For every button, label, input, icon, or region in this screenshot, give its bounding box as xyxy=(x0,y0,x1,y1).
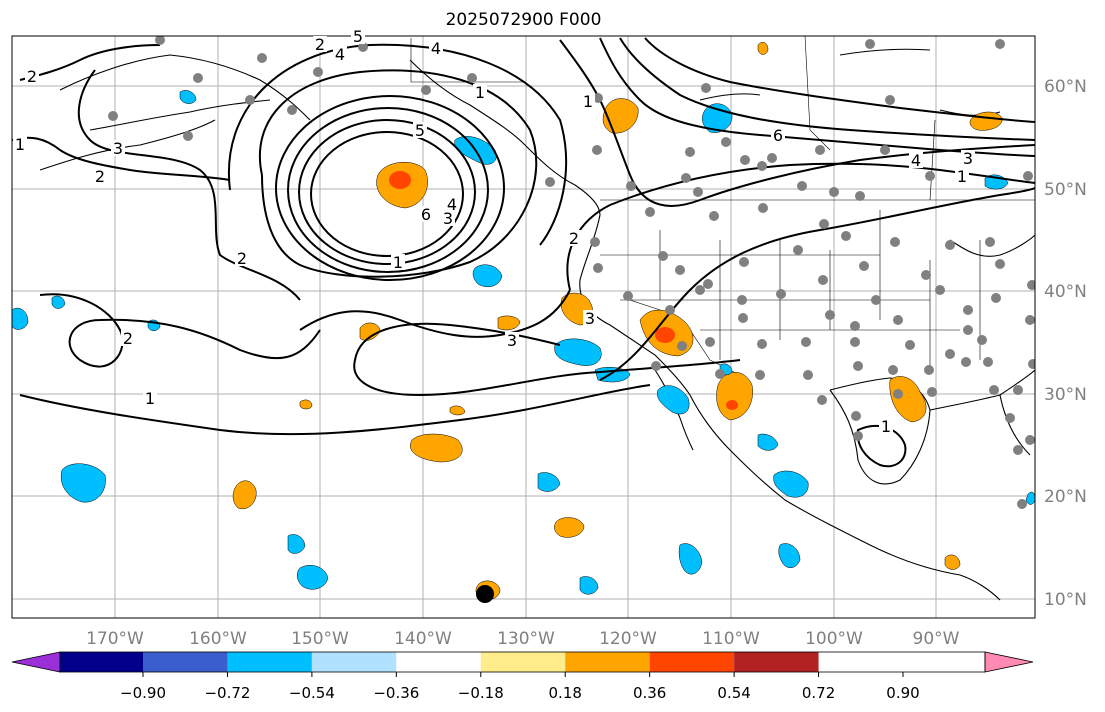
colorbar-tick-label: 0.72 xyxy=(802,684,835,702)
contour-label: 5 xyxy=(353,27,363,46)
longitude-label: 160°W xyxy=(189,629,247,649)
colorbar-extend-low xyxy=(11,651,61,673)
colorbar-tick-label: −0.72 xyxy=(204,684,250,702)
colorbar-segment xyxy=(480,652,566,672)
contour-label: 1 xyxy=(15,135,25,154)
longitude-label: 120°W xyxy=(599,629,657,649)
map-title: 2025072900 F000 xyxy=(445,10,602,30)
colorbar-tick-label: 0.18 xyxy=(549,684,582,702)
colorbar-segment xyxy=(311,652,397,672)
longitude-label: 130°W xyxy=(497,629,555,649)
contour-label: 4 xyxy=(431,39,441,58)
map-panel xyxy=(12,36,1035,618)
contour-label: 3 xyxy=(443,209,453,228)
colorbar-segment xyxy=(227,652,312,672)
colorbar-tick-label: 0.36 xyxy=(633,684,666,702)
colorbar-segment xyxy=(143,652,228,672)
contour-label: 4 xyxy=(335,45,345,64)
longitude-label: 170°W xyxy=(86,629,144,649)
latitude-label: 50°N xyxy=(1044,180,1087,200)
longitude-label: 100°W xyxy=(805,629,863,649)
contour-label: 4 xyxy=(447,195,457,214)
highlight-marker xyxy=(476,585,494,603)
contour-label: 1 xyxy=(145,389,155,408)
colorbar-tick-label: −0.36 xyxy=(373,684,419,702)
colorbar-extend-high xyxy=(984,651,1034,673)
contour-label: 5 xyxy=(415,121,425,140)
longitude-label: 140°W xyxy=(394,629,452,649)
contour-label: 2 xyxy=(123,329,133,348)
colorbar xyxy=(11,651,1034,673)
latitude-labels: 60°N 50°N 40°N 30°N 20°N 10°N xyxy=(1044,77,1087,610)
contour-label: 3 xyxy=(963,149,973,168)
station-markers xyxy=(108,36,1035,509)
contour-label: 1 xyxy=(475,83,485,102)
contour-label: 3 xyxy=(113,139,123,158)
colorbar-segment xyxy=(60,652,143,672)
contour-label: 1 xyxy=(957,167,967,186)
contour-label: 2 xyxy=(27,67,37,86)
latitude-label: 60°N xyxy=(1044,77,1087,97)
contour-label: 3 xyxy=(585,309,595,328)
latitude-label: 10°N xyxy=(1044,590,1087,610)
contour-label: 6 xyxy=(421,205,431,224)
colorbar-segment xyxy=(396,652,481,672)
contour-label: 1 xyxy=(393,253,403,272)
map-frame xyxy=(11,35,1036,619)
longitude-labels: 170°W 160°W 150°W 140°W 130°W 120°W 110°W 100°W… xyxy=(86,629,960,649)
colorbar-frame xyxy=(59,651,986,673)
colorbar-segment xyxy=(734,652,819,672)
colorbar-tick-label: −0.18 xyxy=(458,684,504,702)
colorbar-tick-label: 0.90 xyxy=(886,684,919,702)
latitude-label: 20°N xyxy=(1044,487,1087,507)
contour-label: 3 xyxy=(507,331,517,350)
contour-label: 2 xyxy=(315,35,325,54)
colorbar-tick-labels: −0.90 −0.72 −0.54 −0.36 −0.18 0.18 0.36 0.54 0.7… xyxy=(120,672,920,702)
colorbar-segment xyxy=(649,652,735,672)
longitude-label: 110°W xyxy=(702,629,760,649)
contour-label: 2 xyxy=(237,249,247,268)
contour-label: 6 xyxy=(773,126,783,145)
colorbar-tick-label: −0.90 xyxy=(120,684,166,702)
colorbar-tick-label: 0.54 xyxy=(717,684,750,702)
colorbar-segment xyxy=(565,652,650,672)
contour-label: 1 xyxy=(583,92,593,111)
contour-label: 2 xyxy=(95,167,105,186)
contour-label: 4 xyxy=(911,151,921,170)
latitude-label: 30°N xyxy=(1044,385,1087,405)
longitude-label: 150°W xyxy=(291,629,349,649)
contour-label: 2 xyxy=(569,229,579,248)
colorbar-tick-label: −0.54 xyxy=(289,684,335,702)
contour-label: 1 xyxy=(881,417,891,436)
longitude-label: 90°W xyxy=(913,629,960,649)
latitude-label: 40°N xyxy=(1044,282,1087,302)
